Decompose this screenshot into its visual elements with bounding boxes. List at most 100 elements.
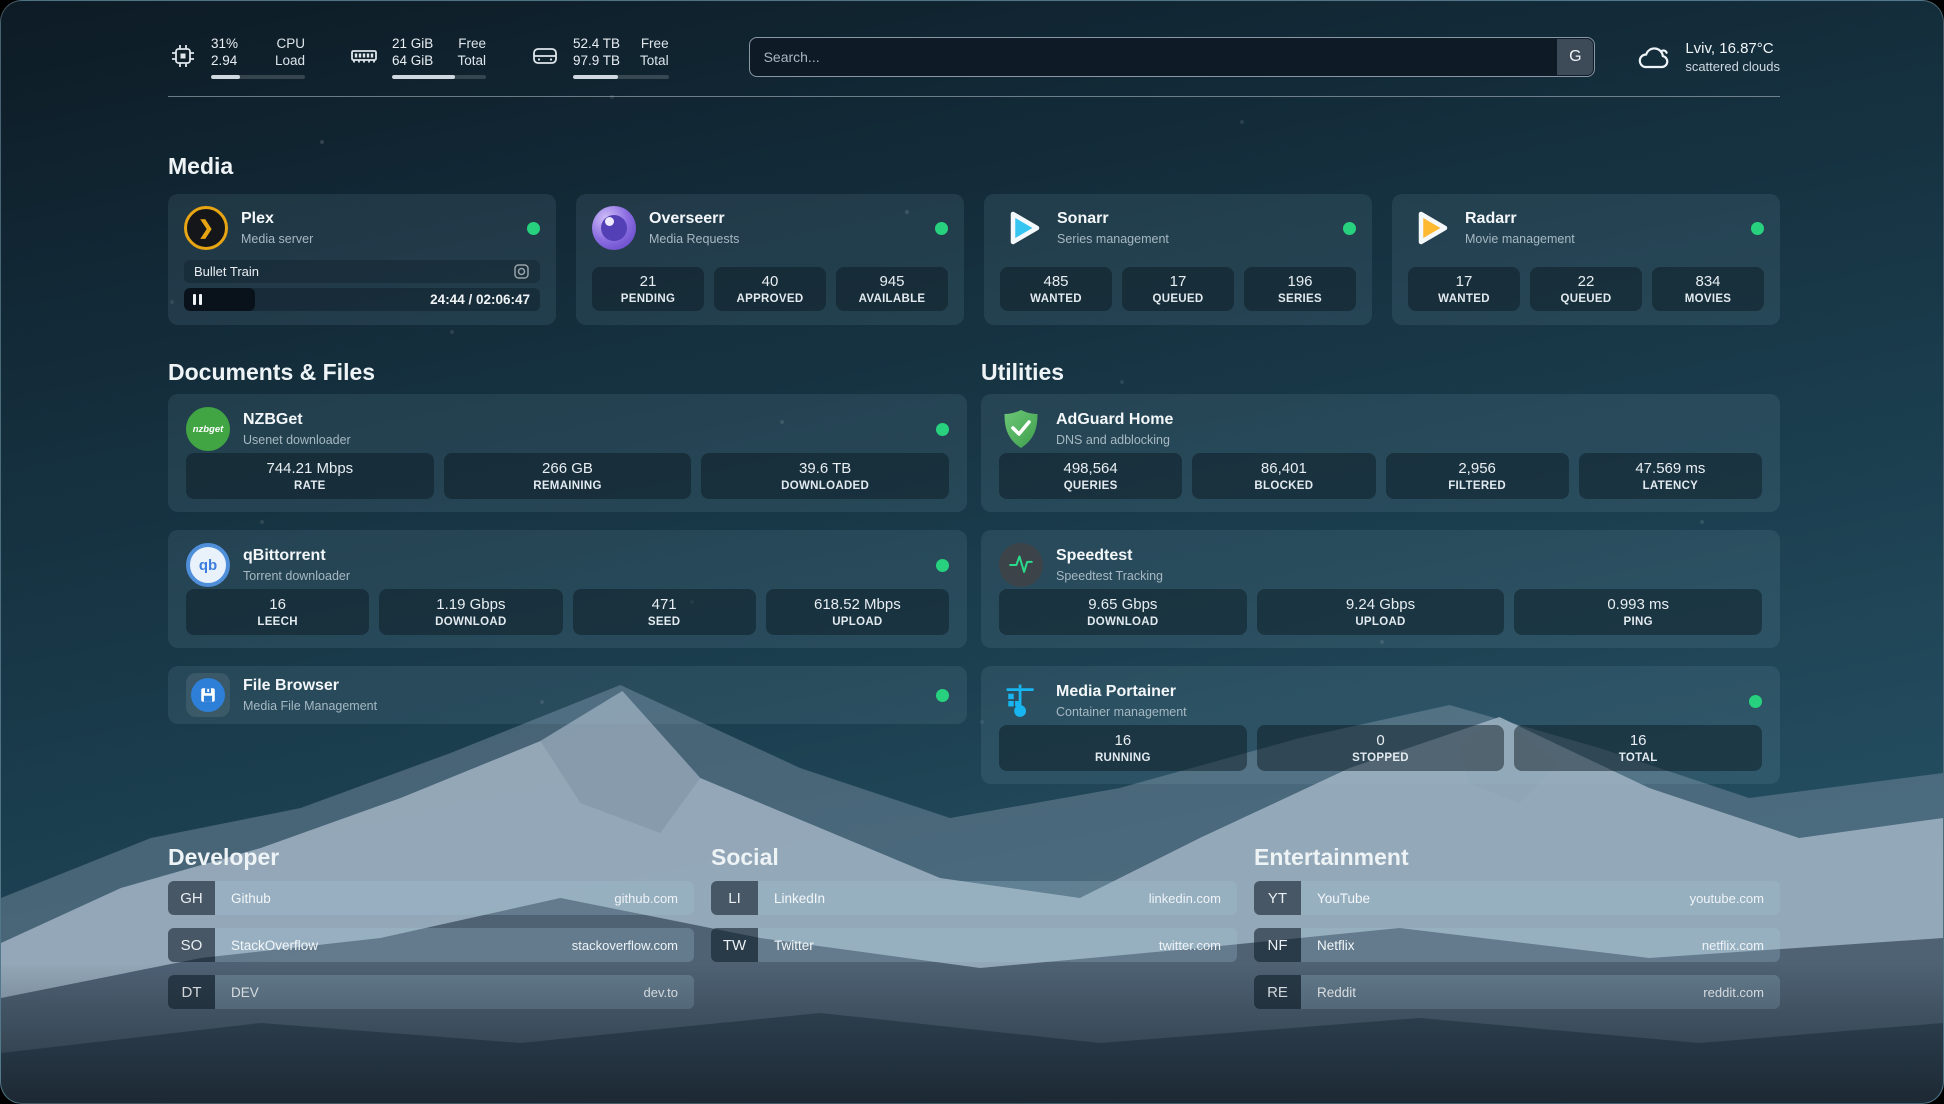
- bookmark-github[interactable]: GH Github github.com: [168, 881, 694, 915]
- top-header: 31% 2.94 CPU Load 21 GiB 64 GiB Free Total: [168, 35, 1780, 79]
- card-sonarr[interactable]: Sonarr Series management 485 WANTED 17 QUE…: [984, 194, 1372, 325]
- search-engine-button[interactable]: G: [1557, 39, 1594, 75]
- stat-filtered: 2,956 FILTERED: [1385, 453, 1569, 499]
- cpu-load-value: 2.94: [211, 53, 238, 68]
- search-input[interactable]: [749, 38, 1558, 76]
- app-subtitle: Container management: [1056, 705, 1187, 719]
- sonarr-icon: [1000, 206, 1044, 250]
- bookmark-netflix[interactable]: NF Netflix netflix.com: [1254, 928, 1780, 962]
- card-nzbget[interactable]: nzbget NZBGet Usenet downloader 744.21 M…: [168, 394, 967, 512]
- stat-running: 16 RUNNING: [999, 725, 1247, 771]
- status-dot: [935, 221, 948, 235]
- bookmark-abbr: NF: [1254, 928, 1301, 962]
- disk-label: Free: [640, 36, 669, 51]
- section-title-documents: Documents & Files: [168, 359, 376, 385]
- bookmark-url: stackoverflow.com: [571, 937, 678, 953]
- app-name: Speedtest: [1056, 547, 1133, 564]
- stat-queued: 22 QUEUED: [1530, 267, 1642, 311]
- app-name: Overseerr: [649, 210, 725, 227]
- bookmark-abbr: DT: [168, 975, 215, 1009]
- cpu-percent: 31%: [211, 36, 239, 51]
- bookmark-reddit[interactable]: RE Reddit reddit.com: [1254, 975, 1780, 1009]
- card-plex[interactable]: ❯ Plex Media server Bullet Train: [168, 194, 556, 325]
- bookmark-youtube[interactable]: YT YouTube youtube.com: [1254, 881, 1780, 915]
- memory-label: Free: [458, 36, 486, 51]
- utilities-column: Utilities AdGu: [981, 359, 1780, 784]
- app-name: Radarr: [1465, 210, 1517, 227]
- card-adguard[interactable]: AdGuard Home DNS and adblocking 498,564 Q…: [981, 394, 1780, 512]
- qbittorrent-icon: qb: [186, 543, 230, 587]
- nzbget-icon: nzbget: [186, 407, 230, 451]
- app-subtitle: Movie management: [1465, 232, 1575, 246]
- stat-movies: 834 MOVIES: [1652, 267, 1764, 311]
- card-speedtest[interactable]: Speedtest Speedtest Tracking 9.65 Gbps DO…: [981, 530, 1780, 648]
- bookmark-url: reddit.com: [1703, 984, 1764, 1000]
- stat-upload: 9.24 Gbps UPLOAD: [1256, 589, 1505, 635]
- stat-stopped: 0 STOPPED: [1256, 725, 1505, 771]
- bookmark-linkedin[interactable]: LI LinkedIn linkedin.com: [711, 881, 1237, 915]
- app-subtitle: Media server: [241, 232, 314, 246]
- bookmark-url: netflix.com: [1701, 937, 1764, 953]
- bookmark-dev[interactable]: DT DEV dev.to: [168, 975, 694, 1009]
- playback-time: 24:44 / 02:06:47: [430, 292, 530, 307]
- card-radarr[interactable]: Radarr Movie management 17 WANTED 22 QUEUE…: [1392, 194, 1780, 325]
- stat-rate: 744.21 Mbps RATE: [186, 453, 434, 499]
- cpu-stat: 31% 2.94 CPU Load: [168, 35, 305, 79]
- status-dot: [936, 688, 949, 702]
- app-name: Sonarr: [1057, 210, 1109, 227]
- section-title-social: Social: [711, 844, 779, 870]
- stat-upload: 618.52 Mbps UPLOAD: [765, 589, 949, 635]
- media-grid: ❯ Plex Media server Bullet Train: [168, 194, 1780, 325]
- bookmark-abbr: YT: [1254, 881, 1301, 915]
- bookmark-url: github.com: [614, 890, 678, 906]
- pause-icon: [193, 294, 202, 305]
- stat-download: 1.19 Gbps DOWNLOAD: [379, 589, 563, 635]
- stat-queries: 498,564 QUERIES: [999, 453, 1183, 499]
- bookmark-name: YouTube: [1317, 890, 1371, 906]
- cpu-progress: [211, 75, 305, 79]
- memory-free: 21 GiB: [392, 36, 434, 51]
- bookmark-abbr: LI: [711, 881, 758, 915]
- memory-total: 64 GiB: [392, 53, 434, 68]
- stat-wanted: 17 WANTED: [1408, 267, 1520, 311]
- card-qbittorrent[interactable]: qb qBittorrent Torrent downloader 16 LEEC…: [168, 530, 967, 648]
- adguard-icon: [999, 407, 1043, 451]
- bookmark-abbr: SO: [168, 928, 215, 962]
- app-subtitle: Series management: [1057, 232, 1169, 246]
- bookmark-twitter[interactable]: TW Twitter twitter.com: [711, 928, 1237, 962]
- cpu-label: CPU: [276, 36, 305, 51]
- stat-total: 16 TOTAL: [1514, 725, 1762, 771]
- now-playing-title: Bullet Train: [194, 264, 260, 279]
- section-title-entertainment: Entertainment: [1254, 844, 1409, 870]
- stat-seed: 471 SEED: [572, 589, 756, 635]
- bookmarks-entertainment: Entertainment YT YouTube youtube.com NF N…: [1254, 844, 1780, 1009]
- stat-remaining: 266 GB REMAINING: [443, 453, 692, 499]
- memory-label2: Total: [457, 53, 486, 68]
- disk-free: 52.4 TB: [573, 36, 621, 51]
- cpu-label2: Load: [274, 53, 305, 68]
- card-overseerr[interactable]: Overseerr Media Requests 21 PENDING 40 APP…: [576, 194, 964, 325]
- now-playing-row: Bullet Train: [184, 260, 540, 283]
- card-portainer[interactable]: Media Portainer Container management 16 R…: [981, 666, 1780, 784]
- app-name: AdGuard Home: [1056, 411, 1174, 428]
- documents-column: Documents & Files nzbget NZBGet Usenet d…: [168, 359, 967, 784]
- bookmark-name: Twitter: [774, 937, 814, 953]
- stat-series: 196 SERIES: [1244, 267, 1356, 311]
- stat-blocked: 86,401 BLOCKED: [1192, 453, 1376, 499]
- disk-label2: Total: [640, 53, 669, 68]
- status-dot: [1343, 221, 1356, 235]
- card-filebrowser[interactable]: File Browser Media File Management: [168, 666, 967, 724]
- search-bar[interactable]: G: [748, 37, 1596, 77]
- stat-leech: 16 LEECH: [186, 589, 370, 635]
- weather-widget: Lviv, 16.87°C scattered clouds: [1635, 39, 1780, 75]
- app-subtitle: Media File Management: [243, 699, 378, 713]
- bookmark-abbr: GH: [168, 881, 215, 915]
- bookmark-stackoverflow[interactable]: SO StackOverflow stackoverflow.com: [168, 928, 694, 962]
- status-dot: [1751, 221, 1764, 235]
- bookmark-abbr: RE: [1254, 975, 1301, 1009]
- stat-downloaded: 39.6 TB DOWNLOADED: [701, 453, 949, 499]
- app-name: qBittorrent: [243, 547, 326, 564]
- playback-progress[interactable]: 24:44 / 02:06:47: [184, 288, 540, 311]
- memory-progress: [392, 75, 486, 79]
